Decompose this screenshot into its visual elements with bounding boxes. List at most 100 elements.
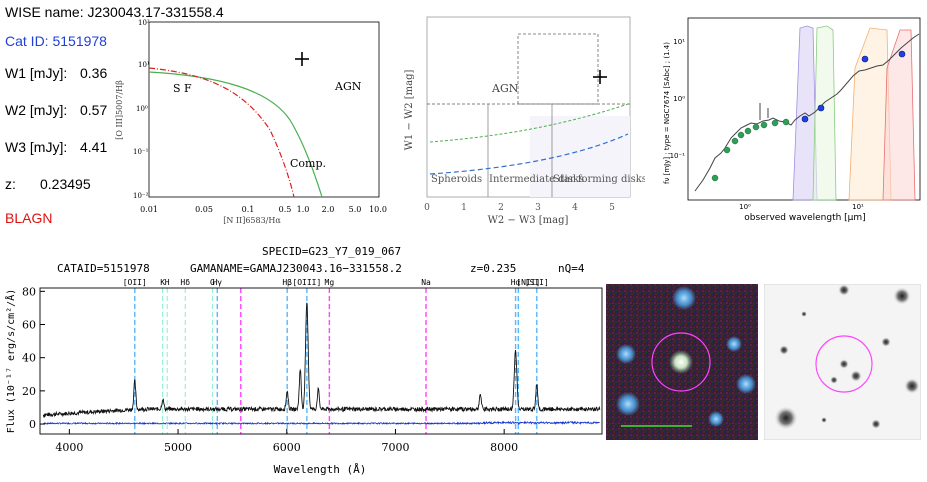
bpt-ytick: 10¹: [138, 61, 150, 69]
sed-xtick: 10⁰: [739, 203, 751, 211]
sed-photometry-point: [744, 127, 752, 135]
sed-ytick: 10⁰: [673, 95, 685, 103]
w1-label: W1 [mJy]:: [5, 65, 68, 81]
optical-spectrum: [OII] K H Hδ GHγ Hβ [OIII] Mg Na Hα[NII][SII] 0 20…: [4, 278, 603, 476]
grey-cutout-object: [830, 376, 838, 384]
cata-id: CATAID=5151978: [57, 262, 150, 275]
sed-photometry-point: [752, 123, 760, 131]
sed-ytick: 10¹: [673, 38, 685, 46]
spectral-line-label: Hβ: [282, 278, 292, 287]
spectral-line-label: Mg: [325, 278, 335, 287]
sed-photometry-point: [711, 174, 719, 182]
spectrum-ylabel: Flux (10⁻¹⁷ erg/s/cm²/Å): [4, 289, 17, 434]
spectrum-xtick-label: 5000: [164, 441, 192, 454]
spectral-line-label: Hγ: [212, 278, 222, 287]
spectral-line-label: H: [165, 278, 170, 287]
color-cutout-image: [606, 284, 758, 440]
spectral-line-label: [OII]: [123, 278, 147, 287]
gama-name: GAMANAME=GAMAJ230043.16−331558.2: [190, 262, 402, 275]
sed-plot: 10¹ 10⁰ 10⁻¹ 10⁰ 10¹ observed wavelength…: [663, 17, 921, 223]
wise-source-marker: [593, 70, 607, 84]
redshift: z=0.235: [470, 262, 517, 275]
wise-intermediate-label: Intermediate disks: [489, 174, 584, 185]
sed-wise-point: [817, 104, 825, 112]
sed-xtick: 10¹: [852, 203, 864, 211]
bpt-comp-label: Comp.: [290, 157, 326, 170]
wise-colour-diagram: AGN Spheroids Intermediate disks Star fo…: [404, 16, 645, 225]
spectrum-xtick-label: 8000: [490, 441, 518, 454]
sed-photometry-point: [760, 121, 768, 129]
wise-blue-track: [429, 133, 629, 175]
wise-name: WISE name: J230043.17-331558.4: [5, 4, 224, 20]
bpt-xlabel: [N II]6583/Hα: [223, 216, 281, 225]
wise-xtick: 2: [498, 203, 504, 213]
spectrum-xtick-label: 7000: [381, 441, 409, 454]
spectrum-error-trace: [43, 420, 600, 426]
cutout-star: [736, 374, 756, 394]
w2-label: W2 [mJy]:: [5, 102, 68, 118]
spectrum-frame: [39, 287, 603, 435]
spectrum-ytick-label: 80: [22, 285, 36, 298]
wise-agn-label: AGN: [491, 82, 519, 95]
classification-label: BLAGN: [5, 210, 53, 226]
wise-xtick: 1: [461, 203, 467, 213]
grey-cutout-object: [850, 370, 862, 382]
bpt-kewley-curve: [148, 71, 323, 198]
spectral-line-label: Na: [421, 278, 431, 287]
w1-value: 0.36: [80, 65, 108, 81]
grey-cutout-object: [904, 378, 920, 394]
spectrum-ytick-label: 20: [22, 385, 36, 398]
sed-photometry-point: [731, 137, 739, 145]
wise-xtick: 0: [424, 203, 430, 213]
bpt-xtick: 0.5: [279, 205, 292, 214]
sed-ytick: 10⁻¹: [670, 152, 686, 160]
grey-cutout-object: [871, 419, 881, 429]
sed-xlabel: observed wavelength [μm]: [744, 213, 865, 223]
sed-model-curve: [694, 33, 920, 192]
cutout-star: [616, 344, 636, 364]
bpt-xtick: 0.01: [140, 205, 158, 214]
sed-photometry-point: [723, 146, 731, 154]
cat-id: Cat ID: 5151978: [5, 33, 107, 49]
w3-value: 4.41: [80, 139, 108, 155]
bpt-diagram: S F AGN Comp. 10² 10¹ 10⁰ 10⁻¹ 10⁻² 0.01…: [115, 19, 387, 225]
bpt-xtick: 2.0: [322, 205, 335, 214]
bpt-ytick: 10²: [138, 19, 150, 27]
wise-spheroids-label: Spheroids: [431, 174, 482, 185]
grey-cutout-object: [779, 345, 789, 355]
spectral-line-label: [NII]: [516, 278, 540, 287]
wise-agn-wedge: [517, 33, 599, 105]
spectrum-flux-trace: [42, 302, 601, 419]
cutout-star: [672, 286, 696, 310]
spectral-line-label: [SII]: [525, 278, 549, 287]
n-q: nQ=4: [558, 262, 585, 275]
spectrum-ytick-label: 0: [29, 418, 36, 431]
wise-xtick: 3: [535, 203, 541, 213]
grey-cutout-object: [838, 284, 850, 296]
bpt-frame: [148, 21, 380, 198]
bpt-ytick: 10⁰: [136, 105, 148, 113]
sed-photometry-point: [782, 118, 790, 126]
w3-label: W3 [mJy]:: [5, 139, 68, 155]
grey-cutout-object: [881, 337, 891, 347]
wise-xlabel: W2 − W3 [mag]: [488, 215, 569, 225]
sed-filter-w2: [812, 25, 837, 201]
spectrum-ytick-label: 40: [22, 352, 36, 365]
sed-wise-point: [898, 50, 906, 58]
grey-cutout-aperture-circle: [815, 335, 873, 393]
bpt-ylabel: [O III]5007/Hβ: [115, 80, 124, 140]
spectral-line-label: K: [160, 278, 165, 287]
spectral-line-label: Hα: [511, 278, 521, 287]
cutout-star: [708, 411, 724, 427]
spectrum-ytick-label: 60: [22, 319, 36, 332]
sed-photometry-point: [737, 131, 745, 139]
z-value: 0.23495: [40, 176, 91, 192]
bpt-xtick: 10.0: [369, 205, 387, 214]
bpt-ytick: 10⁻²: [133, 192, 149, 200]
grey-cutout-object: [893, 287, 911, 305]
bpt-source-marker: [295, 52, 309, 66]
bpt-ytick: 10⁻¹: [133, 148, 149, 156]
bpt-xtick: 0.05: [195, 205, 213, 214]
spectral-line-label: G: [210, 278, 215, 287]
spectral-line-label: Hδ: [180, 278, 190, 287]
